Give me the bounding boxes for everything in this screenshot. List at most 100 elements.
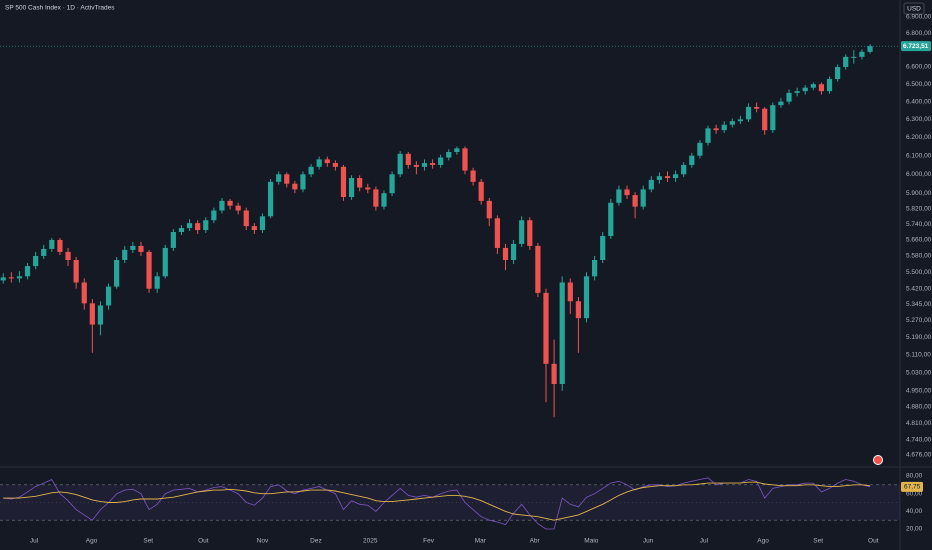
candle-body (170, 232, 176, 248)
candle-body (737, 119, 744, 122)
candle-body (397, 153, 403, 175)
y-tick-label: 6.400,00 (906, 98, 932, 105)
candle-body (632, 195, 638, 207)
x-tick-label: Out (198, 538, 209, 545)
candle-body (689, 155, 695, 165)
candle-body (41, 248, 47, 256)
y-tick-label: 4.740,00 (906, 436, 932, 443)
candle-body (97, 305, 104, 325)
candle-body (745, 106, 752, 120)
x-tick-label: Jul (700, 538, 709, 545)
candle-body (681, 164, 687, 175)
candle-body (146, 251, 152, 289)
candle-body (786, 92, 792, 102)
x-tick-label: Set (143, 538, 153, 545)
rsi-tick-label: 20,00 (906, 526, 923, 533)
candle-body (130, 245, 136, 250)
candle-body (284, 174, 290, 184)
candle-body (664, 176, 671, 179)
candle-body (89, 303, 95, 325)
y-tick-label: 5.420,00 (906, 285, 932, 292)
y-tick-label: 5.110,00 (906, 352, 931, 359)
rsi-ma-line (3, 481, 871, 521)
currency-label[interactable]: USD (907, 6, 921, 13)
candle-body (600, 235, 606, 261)
candle-body (535, 245, 541, 293)
candle-body (357, 178, 363, 188)
y-tick-label: 4.676,00 (906, 452, 932, 459)
x-tick-label: Jul (30, 538, 39, 545)
candle-body (616, 189, 622, 203)
y-tick-label: 6.800,00 (906, 30, 932, 37)
candle-body (778, 101, 784, 106)
candle-body (867, 46, 873, 52)
y-tick-label: 5.660,00 (906, 237, 932, 244)
candle-body (243, 210, 249, 227)
candle-body (154, 276, 160, 289)
candle-body (122, 249, 128, 261)
candle-body (826, 79, 833, 92)
x-tick-label: Out (868, 538, 879, 545)
candle-body (292, 183, 298, 190)
candle-body (73, 260, 79, 283)
candle-body (648, 179, 654, 190)
candle-body (478, 181, 484, 201)
candle-body (81, 282, 87, 304)
candle-body (24, 266, 31, 277)
x-tick-label: Maio (584, 538, 598, 545)
y-tick-label: 5.740,00 (906, 221, 932, 228)
y-tick-label: 6.900,00 (906, 14, 932, 21)
candle-body (624, 189, 630, 196)
candle-body (527, 220, 533, 246)
candle-body (486, 200, 492, 219)
candle-body (421, 163, 428, 167)
candle-body (551, 363, 557, 384)
candle-body (519, 220, 525, 244)
candle-body (381, 193, 387, 207)
currency-button[interactable] (903, 2, 925, 15)
y-tick-label: 5.900,00 (906, 190, 932, 197)
candle-body (543, 292, 549, 364)
y-tick-label: 6.000,00 (906, 171, 932, 178)
candle-body (267, 181, 274, 217)
x-tick-label: Set (813, 538, 823, 545)
candle-body (413, 164, 419, 167)
candle-body (57, 239, 63, 252)
candle-body (33, 255, 39, 267)
candle-body (510, 243, 517, 261)
x-tick-label: Mar (475, 538, 487, 545)
y-tick-label: 4.880,00 (906, 404, 932, 411)
candle-body (713, 128, 719, 131)
y-tick-label: 6.300,00 (906, 116, 932, 123)
candle-body (348, 178, 355, 198)
y-tick-label: 5.345,00 (906, 301, 932, 308)
rsi-tick-label: 60,00 (906, 490, 923, 497)
candle-body (373, 189, 379, 207)
y-tick-label: 5.030,00 (906, 369, 932, 376)
candle-body (705, 128, 711, 143)
candle-body (235, 205, 241, 211)
candle-body (195, 223, 201, 231)
candle-body (673, 174, 679, 179)
candle-body (227, 200, 233, 206)
candle-body (276, 174, 282, 182)
candle-body (49, 239, 55, 249)
y-tick-label: 5.270,00 (906, 317, 932, 324)
x-tick-label: Abr (530, 538, 541, 545)
event-flag[interactable] (873, 455, 883, 465)
x-tick-label: Dez (310, 538, 322, 545)
candle-body (251, 226, 257, 231)
candle-body (365, 187, 371, 190)
candle-body (656, 176, 663, 180)
candle-body (105, 286, 112, 306)
candle-body (591, 260, 598, 277)
rsi-tick-label: 80,00 (906, 473, 923, 480)
candle-body (494, 218, 500, 248)
candle-body (567, 282, 573, 302)
candle-body (389, 174, 395, 194)
candle-body (754, 106, 760, 109)
candle-body (559, 282, 565, 384)
candle-body (697, 142, 703, 156)
candle-body (300, 174, 306, 190)
